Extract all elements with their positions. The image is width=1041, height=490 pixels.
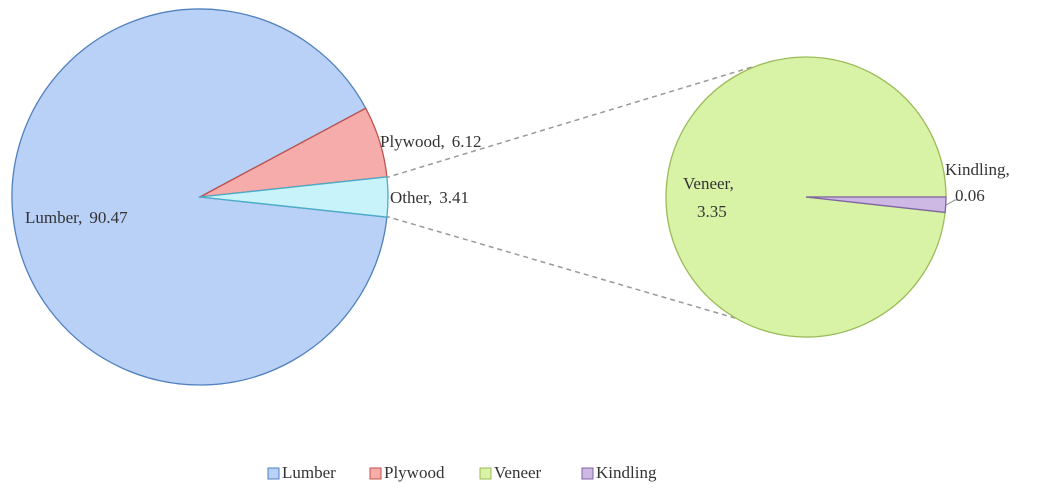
data-label-value: 0.06	[955, 186, 985, 205]
label-value: 90.47	[89, 208, 128, 227]
label-value: 6.12	[452, 132, 482, 151]
label-category: Veneer	[683, 174, 731, 193]
legend-swatch	[267, 467, 280, 480]
label-separator: ,	[78, 208, 82, 227]
connector-line	[384, 66, 753, 179]
pie-slice	[11, 8, 388, 386]
legend-label: Plywood	[384, 463, 445, 482]
connector-line	[384, 215, 753, 324]
legend-label: Veneer	[494, 463, 542, 482]
pie-slice	[805, 196, 947, 214]
pie-slice	[199, 176, 389, 218]
label-category: Lumber	[25, 208, 79, 227]
legend-swatch	[581, 467, 594, 480]
label-separator: ,	[730, 174, 734, 193]
legend-label: Kindling	[596, 463, 657, 482]
label-category: Other	[390, 188, 429, 207]
data-label: Other, 3.41	[390, 188, 469, 207]
data-label: Veneer,	[683, 174, 734, 193]
label-category: Kindling	[945, 160, 1006, 179]
label-separator: ,	[1005, 160, 1009, 179]
label-category: Plywood	[380, 132, 441, 151]
label-separator: ,	[428, 188, 432, 207]
data-label: Lumber, 90.47	[25, 208, 128, 227]
label-separator: ,	[440, 132, 444, 151]
legend-swatch	[369, 467, 382, 480]
data-label: Kindling,	[945, 160, 1010, 179]
data-label-value: 3.35	[697, 202, 727, 221]
label-value: 3.41	[439, 188, 469, 207]
legend-label: Lumber	[282, 463, 336, 482]
legend-swatch	[479, 467, 492, 480]
data-label: Plywood, 6.12	[380, 132, 481, 151]
leader-line	[945, 199, 960, 206]
